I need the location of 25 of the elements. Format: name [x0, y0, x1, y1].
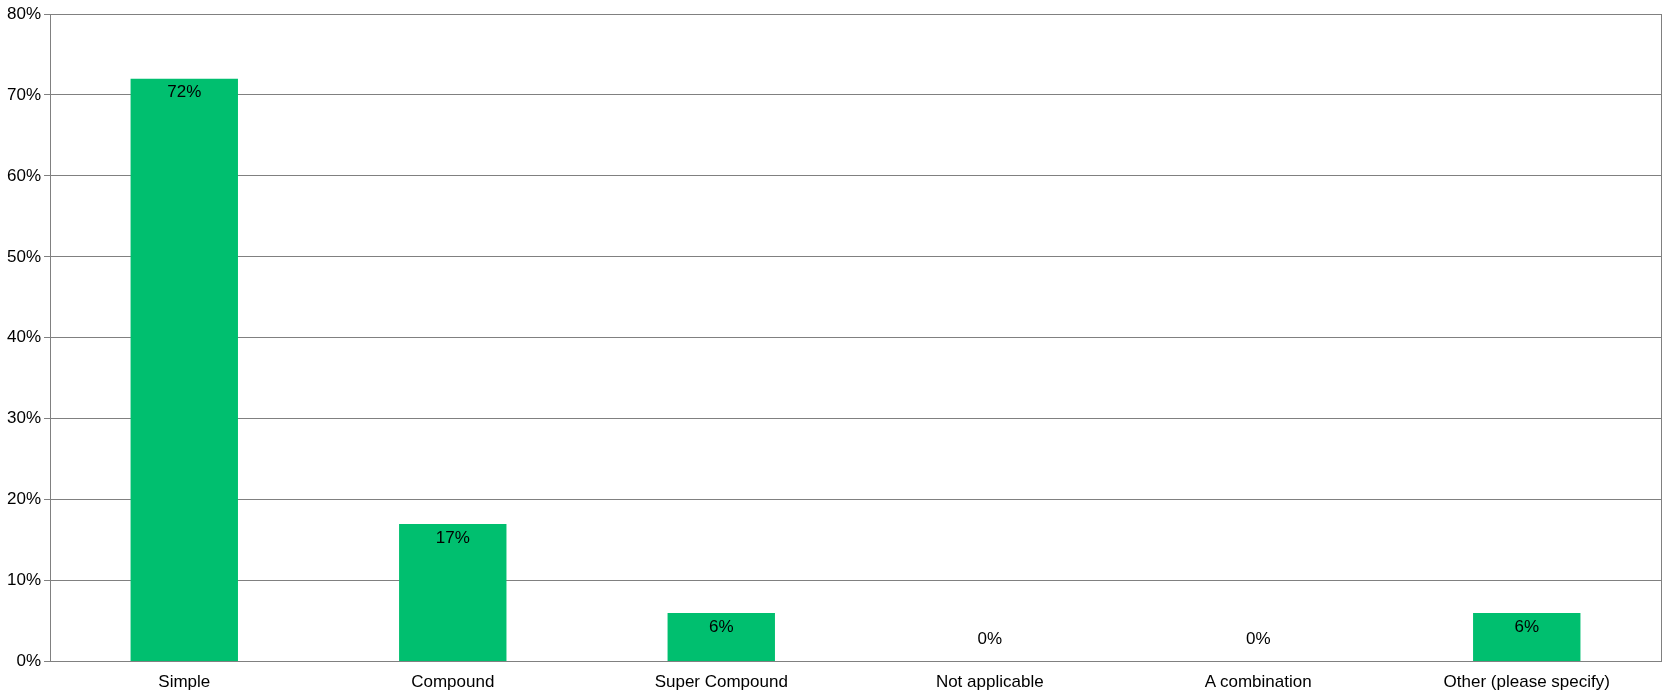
y-tick-label: 30% [6, 408, 42, 428]
y-tick-label: 80% [6, 3, 42, 23]
data-label: 0% [977, 629, 1003, 649]
x-tick-label: Super Compound [654, 672, 788, 692]
y-tick-label: 40% [6, 327, 42, 347]
x-tick-label: Other (please specify) [1443, 672, 1610, 692]
bar [130, 78, 238, 662]
data-label: 0% [1245, 629, 1271, 649]
data-label: 6% [1514, 616, 1540, 636]
x-tick-label: A combination [1204, 672, 1312, 692]
y-tick-label: 0% [16, 651, 42, 671]
bar [399, 523, 507, 662]
data-label: 72% [167, 82, 202, 102]
y-tick-label: 10% [6, 570, 42, 590]
y-tick-label: 70% [6, 84, 42, 104]
data-label: 17% [435, 527, 470, 547]
y-tick-label: 20% [6, 489, 42, 509]
bar [1473, 613, 1581, 662]
x-tick-label: Compound [411, 672, 495, 692]
bar [667, 613, 775, 662]
y-tick-label: 50% [6, 246, 42, 266]
x-tick-label: Not applicable [935, 672, 1044, 692]
y-tick-label: 60% [6, 165, 42, 185]
x-tick-label: Simple [158, 672, 211, 692]
data-label: 6% [708, 616, 734, 636]
